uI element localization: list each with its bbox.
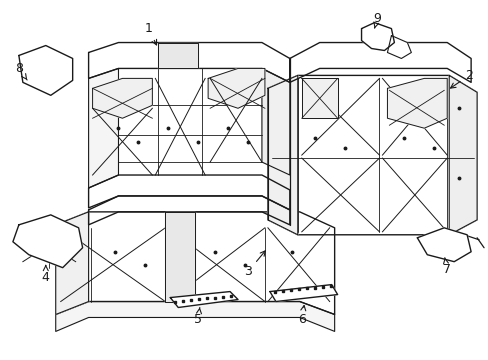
Polygon shape: [88, 196, 289, 225]
Polygon shape: [88, 68, 118, 188]
Polygon shape: [289, 42, 470, 82]
Polygon shape: [170, 292, 238, 307]
Text: 9: 9: [373, 12, 381, 28]
Polygon shape: [88, 175, 289, 210]
Text: 6: 6: [297, 306, 305, 326]
Polygon shape: [262, 68, 289, 175]
Text: 5: 5: [194, 307, 202, 326]
Polygon shape: [208, 68, 264, 108]
Polygon shape: [386, 78, 447, 128]
Text: 4: 4: [42, 265, 50, 284]
Polygon shape: [92, 78, 152, 118]
Text: 8: 8: [15, 62, 27, 80]
Polygon shape: [448, 75, 476, 235]
Polygon shape: [269, 285, 337, 302]
Text: 1: 1: [144, 22, 156, 45]
Polygon shape: [56, 302, 334, 332]
Polygon shape: [165, 212, 195, 302]
Polygon shape: [267, 75, 476, 235]
Polygon shape: [56, 212, 334, 315]
Text: 3: 3: [244, 251, 265, 278]
Polygon shape: [301, 78, 337, 118]
Polygon shape: [361, 23, 394, 50]
Polygon shape: [56, 212, 88, 315]
Text: 2: 2: [449, 69, 472, 88]
Polygon shape: [416, 228, 470, 262]
Text: 7: 7: [442, 258, 450, 276]
Polygon shape: [158, 42, 198, 68]
Polygon shape: [386, 36, 410, 58]
Polygon shape: [19, 45, 73, 95]
Polygon shape: [267, 75, 297, 235]
Polygon shape: [88, 42, 289, 82]
Polygon shape: [13, 215, 82, 268]
